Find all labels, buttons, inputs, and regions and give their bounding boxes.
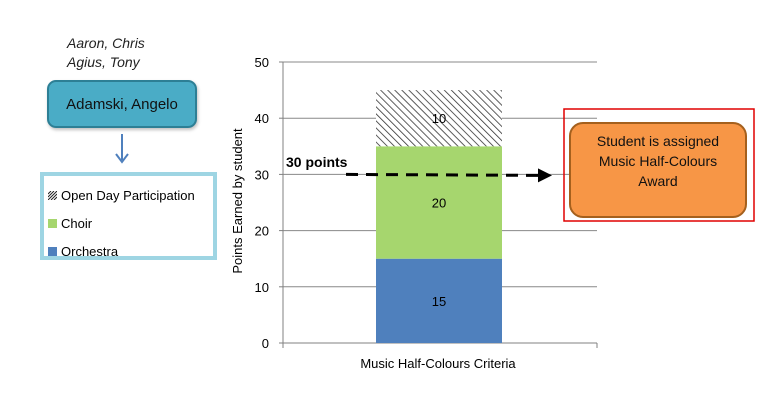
arrow-down-icon bbox=[115, 134, 129, 164]
y-ticks: 0 10 20 30 40 50 bbox=[255, 55, 598, 351]
award-label-line: Student is assigned bbox=[597, 133, 719, 149]
student-name[interactable]: Aaron, Chris bbox=[67, 35, 145, 51]
student-name[interactable]: Agius, Tony bbox=[67, 54, 140, 70]
selected-student-button[interactable]: Adamski, Angelo bbox=[47, 80, 197, 128]
y-tick-label: 30 bbox=[255, 167, 269, 182]
y-tick-label: 0 bbox=[262, 336, 269, 351]
award-label: Student is assigned Music Half-Colours Awa… bbox=[597, 133, 719, 189]
legend-label: Open Day Participation bbox=[61, 187, 195, 203]
choir-swatch-icon bbox=[48, 218, 57, 228]
bar-data-labels: 15 20 10 bbox=[432, 111, 446, 309]
bar-segment-choir[interactable] bbox=[376, 146, 502, 259]
threshold-dashed-line bbox=[345, 172, 541, 177]
bar-data-label: 10 bbox=[432, 111, 446, 126]
award-box[interactable] bbox=[569, 122, 747, 218]
chart-legend: Open Day Participation Choir Orchestra bbox=[40, 172, 217, 260]
legend-label: Orchestra bbox=[61, 243, 119, 259]
award-highlight-frame bbox=[563, 108, 755, 222]
legend-item-choir[interactable]: Choir bbox=[48, 209, 213, 237]
bar-data-label: 20 bbox=[432, 196, 446, 211]
arrow-right-icon bbox=[538, 168, 552, 183]
y-tick-label: 50 bbox=[255, 55, 269, 70]
bar-segment-open-day-participation[interactable] bbox=[376, 90, 502, 147]
legend-item-orchestra[interactable]: Orchestra bbox=[48, 237, 213, 265]
award-label-line: Award bbox=[638, 173, 677, 189]
threshold-label: 30 points bbox=[286, 154, 348, 170]
bar-segments bbox=[376, 90, 502, 343]
y-tick-label: 10 bbox=[255, 280, 269, 295]
y-tick-label: 40 bbox=[255, 111, 269, 126]
legend-label: Choir bbox=[61, 215, 93, 231]
bar-data-label: 15 bbox=[432, 294, 446, 309]
x-axis-label: Music Half-Colours Criteria bbox=[360, 356, 516, 371]
hatch-swatch-icon bbox=[48, 190, 57, 200]
selected-student-label: Adamski, Angelo bbox=[66, 95, 178, 113]
bar-segment-orchestra[interactable] bbox=[376, 258, 502, 343]
legend-item-open-day[interactable]: Open Day Participation bbox=[48, 181, 213, 209]
y-axis-label: Points Earned by student bbox=[230, 128, 245, 274]
threshold-line bbox=[345, 168, 552, 183]
y-tick-label: 20 bbox=[255, 224, 269, 239]
orchestra-swatch-icon bbox=[48, 246, 57, 256]
other-students-list: Aaron, Chris Agius, Tony bbox=[67, 34, 145, 72]
award-label-line: Music Half-Colours bbox=[599, 153, 717, 169]
